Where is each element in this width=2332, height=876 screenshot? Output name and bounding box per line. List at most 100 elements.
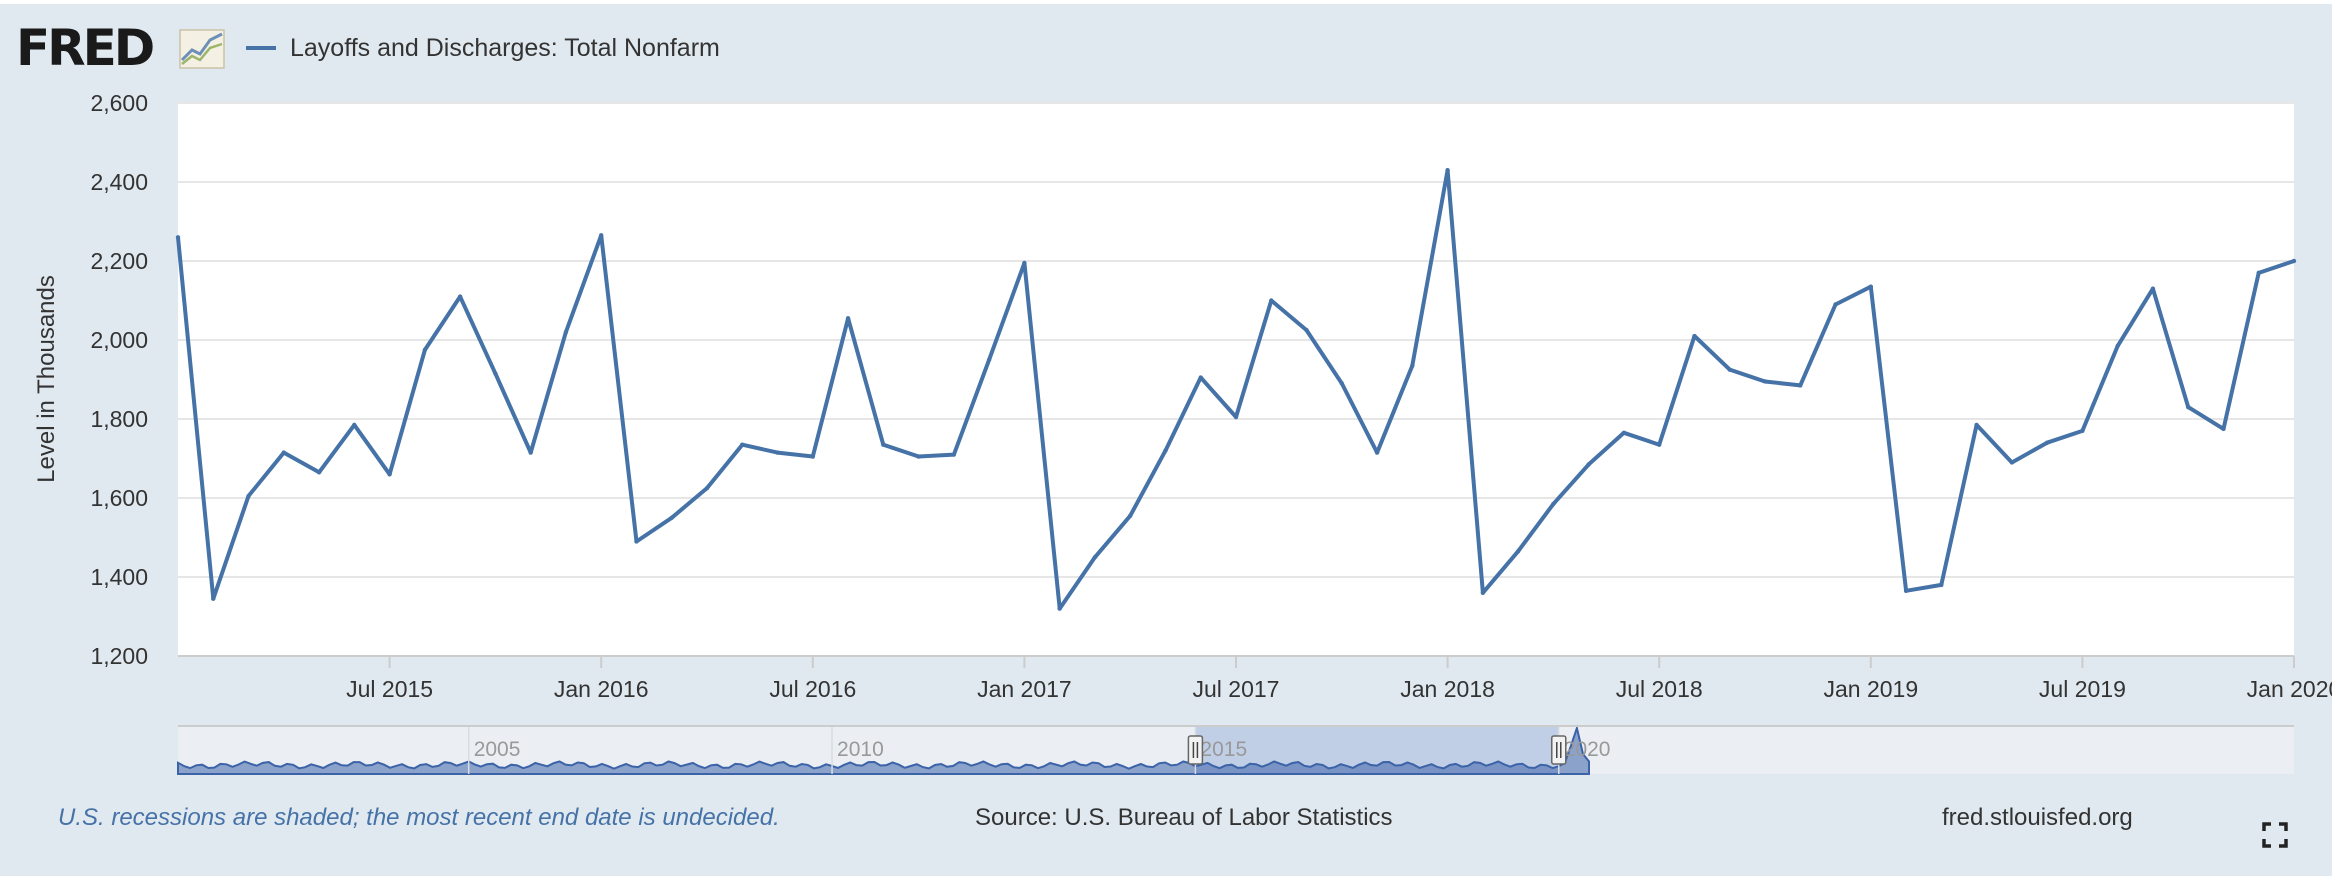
data-point[interactable] bbox=[1304, 327, 1309, 333]
data-point[interactable] bbox=[2044, 440, 2050, 445]
navigator-tick-label: 2020 bbox=[1564, 738, 1611, 761]
data-point[interactable] bbox=[1798, 383, 1803, 388]
data-point[interactable] bbox=[246, 493, 251, 499]
y-tick-label: 1,200 bbox=[90, 643, 148, 669]
data-point[interactable] bbox=[2115, 343, 2120, 349]
data-point[interactable] bbox=[422, 347, 428, 353]
navigator-handle-left[interactable] bbox=[1187, 735, 1204, 765]
data-point[interactable] bbox=[2150, 286, 2156, 291]
data-point[interactable] bbox=[1657, 442, 1662, 447]
fred-logo[interactable]: FRED bbox=[16, 19, 155, 77]
data-point[interactable] bbox=[2221, 426, 2226, 432]
data-point[interactable] bbox=[1868, 284, 1874, 289]
data-point[interactable] bbox=[1939, 582, 1944, 588]
data-point[interactable] bbox=[2291, 258, 2297, 264]
data-point[interactable] bbox=[281, 450, 286, 455]
data-point[interactable] bbox=[599, 233, 604, 238]
data-point[interactable] bbox=[2009, 460, 2015, 465]
data-point[interactable] bbox=[634, 539, 639, 544]
line-chart-icon bbox=[179, 29, 225, 69]
data-point[interactable] bbox=[1480, 590, 1486, 595]
navigator[interactable]: 2005 2010 2015 2020 bbox=[177, 724, 2294, 775]
y-tick-label: 1,400 bbox=[90, 564, 148, 590]
navigator-tick-label: 2010 bbox=[837, 738, 884, 761]
y-tick-label: 1,800 bbox=[90, 406, 148, 432]
y-tick-label: 2,400 bbox=[90, 169, 148, 195]
data-point[interactable] bbox=[1057, 606, 1062, 611]
chart-legend[interactable]: Layoffs and Discharges: Total Nonfarm bbox=[246, 28, 720, 68]
data-point[interactable] bbox=[528, 450, 533, 455]
data-point[interactable] bbox=[563, 329, 569, 335]
data-point[interactable] bbox=[2186, 404, 2191, 410]
navigator-handle-body[interactable] bbox=[1187, 735, 1204, 765]
data-point[interactable] bbox=[1974, 422, 1979, 428]
line-chart[interactable]: 1,200 1,400 1,600 1,800 2,000 2,200 2,400 2,600… bbox=[0, 0, 2332, 790]
data-point[interactable] bbox=[669, 515, 674, 520]
data-point[interactable] bbox=[1551, 501, 1556, 507]
y-tick-label: 2,200 bbox=[90, 248, 148, 274]
data-point[interactable] bbox=[916, 454, 921, 459]
top-border bbox=[0, 0, 2332, 4]
y-tick-label: 2,000 bbox=[90, 327, 148, 353]
navigator-handle-right[interactable] bbox=[1551, 735, 1567, 765]
data-point[interactable] bbox=[1445, 167, 1450, 173]
data-point[interactable] bbox=[211, 596, 216, 601]
navigator-tick-label: 2005 bbox=[474, 738, 521, 761]
chart-header: FRED Layoffs and Discharges: Total Nonfa… bbox=[0, 14, 2332, 80]
navigator-handle-body[interactable] bbox=[1551, 735, 1567, 765]
data-point[interactable] bbox=[1374, 450, 1380, 455]
data-point[interactable] bbox=[387, 472, 392, 477]
data-point[interactable] bbox=[1621, 430, 1627, 436]
data-point[interactable] bbox=[1233, 414, 1239, 420]
data-point[interactable] bbox=[951, 452, 957, 457]
source-text: Source: U.S. Bureau of Labor Statistics bbox=[975, 804, 1393, 831]
data-point[interactable] bbox=[1198, 375, 1203, 380]
data-point[interactable] bbox=[1410, 363, 1415, 368]
data-point[interactable] bbox=[1833, 302, 1838, 307]
x-tick-label: Jul 2019 bbox=[2039, 676, 2126, 702]
data-point[interactable] bbox=[1163, 448, 1168, 453]
navigator-series-area bbox=[177, 724, 1590, 775]
data-point[interactable] bbox=[881, 442, 886, 447]
data-point[interactable] bbox=[845, 316, 851, 321]
data-point[interactable] bbox=[740, 442, 745, 447]
data-point[interactable] bbox=[457, 294, 463, 299]
y-tick-label: 2,600 bbox=[90, 90, 148, 116]
navigator-tick-label: 2015 bbox=[1200, 738, 1247, 761]
y-tick-label: 1,600 bbox=[90, 485, 148, 511]
data-point[interactable] bbox=[1022, 260, 1027, 266]
data-point[interactable] bbox=[986, 357, 992, 362]
data-point[interactable] bbox=[175, 235, 181, 240]
data-point[interactable] bbox=[1128, 513, 1133, 518]
y-axis-label: Level in Thousands bbox=[33, 275, 60, 483]
data-point[interactable] bbox=[1692, 333, 1697, 339]
data-point[interactable] bbox=[316, 470, 322, 475]
data-point[interactable] bbox=[352, 422, 357, 428]
x-tick-label: Jan 2018 bbox=[1400, 676, 1495, 702]
data-point[interactable] bbox=[1586, 462, 1591, 467]
legend-label: Layoffs and Discharges: Total Nonfarm bbox=[290, 33, 720, 62]
x-tick-label: Jul 2017 bbox=[1193, 676, 1280, 702]
data-point[interactable] bbox=[1092, 555, 1098, 560]
data-point[interactable] bbox=[1515, 549, 1521, 554]
data-point[interactable] bbox=[1903, 588, 1909, 594]
data-point[interactable] bbox=[1762, 379, 1768, 384]
data-point[interactable] bbox=[810, 454, 815, 459]
data-point[interactable] bbox=[1269, 298, 1274, 303]
x-tick-label: Jan 2016 bbox=[554, 676, 649, 702]
data-point[interactable] bbox=[704, 485, 710, 491]
data-point[interactable] bbox=[1339, 381, 1345, 386]
recession-note: U.S. recessions are shaded; the most rec… bbox=[58, 804, 780, 831]
x-tick-label: Jul 2016 bbox=[769, 676, 856, 702]
site-link[interactable]: fred.stlouisfed.org bbox=[1942, 804, 2133, 831]
data-point[interactable] bbox=[2256, 270, 2261, 276]
data-point[interactable] bbox=[1727, 367, 1732, 372]
x-tick-label: Jan 2017 bbox=[977, 676, 1072, 702]
data-point[interactable] bbox=[2080, 428, 2085, 434]
fullscreen-icon[interactable] bbox=[2262, 822, 2288, 848]
data-point[interactable] bbox=[493, 371, 498, 376]
x-tick-label: Jul 2015 bbox=[346, 676, 433, 702]
plot-area bbox=[178, 103, 2294, 656]
x-tick-label: Jul 2018 bbox=[1616, 676, 1703, 702]
data-point[interactable] bbox=[775, 450, 780, 455]
